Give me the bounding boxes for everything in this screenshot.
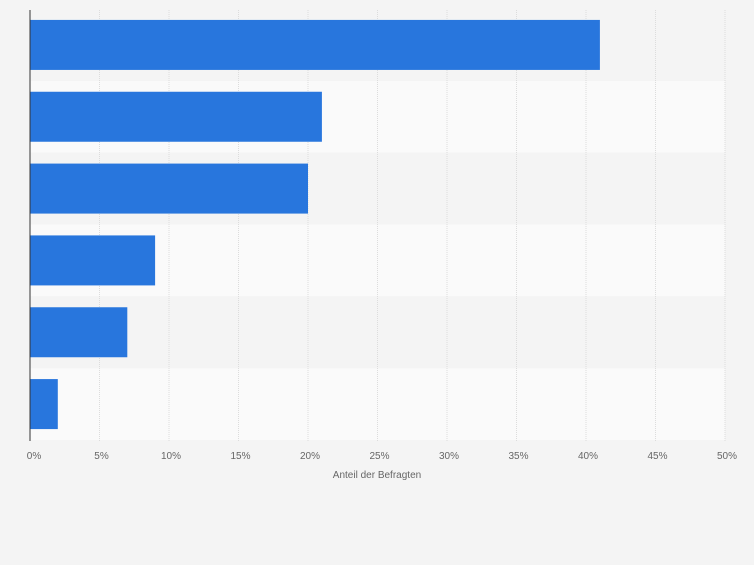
x-tick-label: 20% [300, 451, 320, 462]
x-tick-label: 35% [508, 451, 528, 462]
x-tick-label: 15% [230, 451, 250, 462]
x-tick-label: 25% [369, 451, 389, 462]
x-axis-title: Anteil der Befragten [333, 470, 421, 481]
bar[interactable] [30, 163, 308, 214]
bar[interactable] [30, 307, 128, 358]
x-tick-label: 40% [578, 451, 598, 462]
x-tick-labels: 0% 5% 10% 15% 20% 25% 30% 35% 40% 45% 50% [27, 451, 737, 462]
x-tick-label: 50% [717, 451, 737, 462]
bars [30, 19, 600, 430]
bar[interactable] [30, 235, 156, 286]
x-tick-label: 45% [647, 451, 667, 462]
bar[interactable] [30, 91, 322, 142]
bar[interactable] [30, 379, 58, 430]
x-tick-label: 10% [161, 451, 181, 462]
bar[interactable] [30, 19, 600, 70]
x-tick-label: 0% [27, 451, 42, 462]
x-tick-label: 30% [439, 451, 459, 462]
x-tick-label: 5% [94, 451, 109, 462]
